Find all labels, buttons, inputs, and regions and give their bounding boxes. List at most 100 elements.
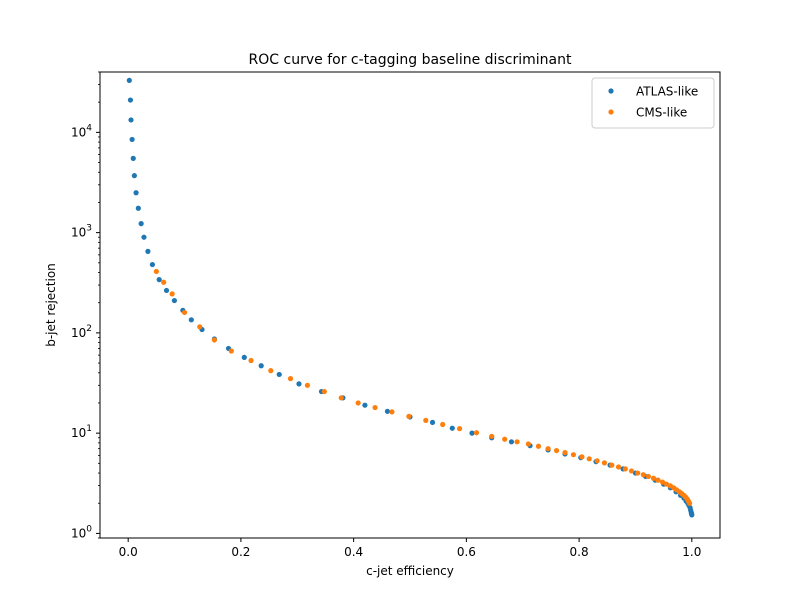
- data-point: [473, 430, 480, 436]
- data-point: [645, 473, 652, 480]
- data-point: [640, 472, 646, 478]
- data-point: [362, 402, 368, 408]
- y-tick-label-exponent: 2: [86, 324, 92, 334]
- data-point: [153, 268, 159, 275]
- y-tick-label: 100: [71, 524, 92, 540]
- data-point: [525, 441, 531, 447]
- data-point: [655, 477, 661, 483]
- legend-marker-atlas: [608, 88, 614, 94]
- legend-label-cms: CMS-like: [636, 106, 687, 120]
- y-tick-label: 103: [71, 224, 92, 240]
- data-point: [127, 97, 134, 103]
- data-point: [553, 447, 560, 454]
- data-point: [188, 317, 194, 323]
- y-tick-label-base: 10: [71, 526, 86, 540]
- data-point: [440, 421, 446, 428]
- data-points: [126, 77, 695, 518]
- data-point: [514, 439, 520, 445]
- data-point: [457, 426, 463, 432]
- x-tick-label: 0.2: [231, 545, 250, 559]
- axes-frame: [99, 71, 721, 539]
- x-tick-label: 0.0: [119, 545, 138, 559]
- chart-title: ROC curve for c-tagging baseline discrim…: [249, 52, 572, 68]
- data-point: [138, 221, 144, 227]
- y-tick-label-base: 10: [71, 426, 86, 440]
- y-tick-label-base: 10: [71, 326, 86, 340]
- data-point: [545, 446, 551, 452]
- data-point: [489, 433, 495, 439]
- data-point: [594, 458, 600, 464]
- data-point: [579, 454, 585, 460]
- data-point: [406, 413, 412, 419]
- data-point: [161, 279, 167, 285]
- data-point: [241, 354, 247, 360]
- data-point: [469, 430, 475, 436]
- y-tick-label-exponent: 4: [86, 123, 92, 133]
- plot-area: [99, 71, 721, 539]
- data-point: [131, 173, 137, 179]
- data-point: [296, 381, 302, 387]
- data-point: [615, 464, 622, 470]
- y-tick-label: 101: [71, 424, 92, 440]
- data-point: [622, 466, 628, 472]
- data-point: [135, 205, 141, 211]
- data-point: [156, 277, 162, 283]
- data-point: [211, 337, 218, 343]
- y-tick-label-base: 10: [71, 125, 86, 139]
- legend-marker-cms: [608, 109, 614, 115]
- data-point: [384, 408, 391, 414]
- data-point: [663, 481, 670, 487]
- data-point: [276, 371, 282, 378]
- legend: ATLAS-like CMS-like: [591, 77, 715, 129]
- x-tick-label: 0.6: [457, 545, 476, 559]
- data-point: [449, 425, 455, 431]
- data-point: [586, 456, 592, 462]
- data-point: [228, 348, 234, 354]
- y-axis-label: b-jet rejection: [44, 263, 58, 347]
- data-point: [389, 409, 395, 415]
- y-tick-label-base: 10: [71, 226, 86, 240]
- data-point: [355, 400, 361, 406]
- x-tick-label: 1.0: [682, 545, 701, 559]
- legend-box: [591, 77, 715, 129]
- data-point: [601, 460, 608, 466]
- data-point: [508, 439, 515, 445]
- data-point: [628, 468, 635, 474]
- data-point: [570, 452, 577, 458]
- data-point: [130, 155, 136, 161]
- data-point: [197, 324, 203, 330]
- data-point: [609, 462, 615, 468]
- data-point: [133, 190, 139, 196]
- data-point: [686, 500, 693, 506]
- data-point: [126, 77, 132, 83]
- data-point: [429, 419, 436, 426]
- data-point: [635, 470, 641, 476]
- data-point: [129, 136, 135, 143]
- data-point: [304, 382, 311, 388]
- data-point: [535, 443, 542, 449]
- y-tick-label-exponent: 1: [86, 424, 92, 434]
- series-cms-like: [153, 268, 693, 506]
- data-point: [423, 417, 429, 424]
- y-tick-label-exponent: 3: [86, 224, 92, 234]
- y-tick-label: 102: [71, 324, 92, 340]
- x-axis-ticks: 0.0 0.2 0.4 0.6 0.8 1.0: [119, 538, 701, 559]
- data-point: [248, 357, 254, 364]
- data-point: [659, 479, 666, 485]
- data-point: [128, 117, 134, 123]
- data-point: [502, 436, 508, 442]
- data-point: [650, 475, 657, 481]
- data-point: [689, 512, 695, 518]
- data-point: [169, 291, 175, 297]
- data-point: [372, 404, 378, 411]
- data-point: [338, 395, 344, 401]
- data-point: [149, 261, 156, 268]
- data-point: [171, 297, 177, 304]
- legend-label-atlas: ATLAS-like: [636, 85, 698, 99]
- data-point: [258, 363, 264, 369]
- data-point: [181, 309, 188, 316]
- data-point: [321, 388, 327, 395]
- x-axis-label: c-jet efficiency: [366, 564, 454, 578]
